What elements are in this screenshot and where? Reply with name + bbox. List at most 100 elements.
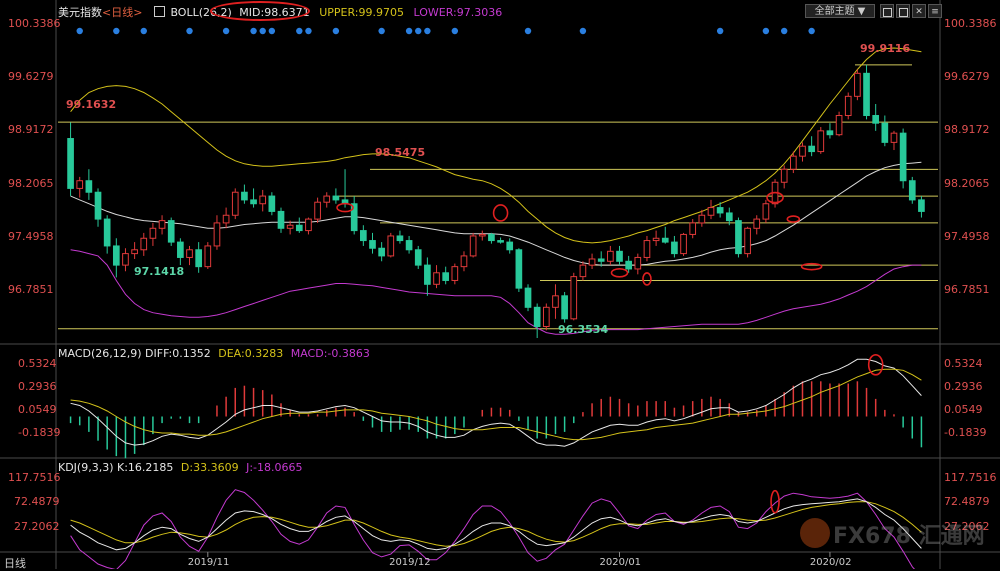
layout-button[interactable] xyxy=(880,4,894,18)
candle-body xyxy=(469,235,477,257)
signal-dot xyxy=(524,27,532,35)
close-icon: ✕ xyxy=(915,7,923,17)
annotation-level-2: 98.5475 xyxy=(375,146,425,159)
candle-body xyxy=(259,195,267,205)
candle-body xyxy=(241,191,248,201)
candle-body xyxy=(844,95,852,117)
expand-button[interactable] xyxy=(896,4,910,18)
candle-body xyxy=(716,207,724,214)
macd-dea-line xyxy=(70,368,922,441)
candle-body xyxy=(277,210,285,229)
indicator-toggle-icon[interactable] xyxy=(153,6,165,17)
candle-body xyxy=(881,122,889,143)
signal-dot xyxy=(451,27,459,35)
x-tick-label: 2019/12 xyxy=(389,557,431,568)
macd-tick: 0.0549 xyxy=(18,403,57,416)
boll-lower: LOWER:97.3036 xyxy=(413,6,503,19)
macd-label: MACD(26,12,9) xyxy=(58,347,142,360)
annotation-low-nov: 97.1418 xyxy=(134,265,184,278)
annotation-low-jan: 96.3534 xyxy=(558,323,608,336)
x-tick-label: 2020/01 xyxy=(600,557,642,568)
highlight-circle xyxy=(492,204,509,222)
candle-body xyxy=(369,240,376,249)
candle-body xyxy=(122,253,129,266)
highlight-circle xyxy=(766,191,784,204)
period-start-label[interactable]: 日线 xyxy=(4,557,26,570)
candle-body xyxy=(689,222,697,235)
candle-body xyxy=(314,201,321,220)
menu-button[interactable]: ≡ xyxy=(928,4,942,18)
candle-body xyxy=(890,132,898,143)
candle-body xyxy=(680,233,687,255)
macd-value: MACD:-0.3863 xyxy=(290,347,370,360)
macd-tick: -0.1839 xyxy=(944,426,986,439)
candle-body xyxy=(899,132,907,182)
mid-highlight-circle xyxy=(210,1,310,21)
candle-body xyxy=(908,180,916,201)
candle-body xyxy=(140,237,148,251)
candle-body xyxy=(387,235,395,257)
price-tick: 97.4958 xyxy=(944,230,990,243)
signal-dot xyxy=(259,27,266,35)
candle-body xyxy=(131,249,138,255)
candle-body xyxy=(378,247,385,257)
candle-body xyxy=(442,272,450,281)
highlight-circle xyxy=(786,215,801,223)
signal-dot xyxy=(222,27,230,35)
signal-dot xyxy=(140,27,147,35)
candle-body xyxy=(643,240,651,258)
candle-body xyxy=(250,199,257,205)
kdj-tick: 72.4879 xyxy=(14,495,60,508)
signal-dot xyxy=(415,27,422,35)
candle-body xyxy=(634,256,642,270)
price-tick: 100.3386 xyxy=(8,17,61,30)
candle-body xyxy=(506,241,514,251)
kdj-k: K:16.2185 xyxy=(117,461,174,474)
kdj-k-line xyxy=(70,498,922,551)
macd-pane xyxy=(69,353,923,459)
candle-body xyxy=(515,249,523,289)
x-tick-label: 2020/02 xyxy=(810,557,852,568)
signal-dot xyxy=(762,27,770,35)
close-button[interactable]: ✕ xyxy=(912,4,926,18)
kdj-tick: 72.4879 xyxy=(944,495,990,508)
signal-dot xyxy=(378,27,385,35)
candle-body xyxy=(76,180,84,189)
candle-body xyxy=(854,72,861,97)
theme-selector[interactable]: 全部主题 ▼ xyxy=(805,4,875,18)
bollinger-bands xyxy=(70,47,922,335)
candle-body xyxy=(762,203,770,220)
candle-body xyxy=(570,276,578,320)
signal-dot xyxy=(305,27,312,35)
candle-body xyxy=(533,306,541,327)
price-tick: 100.3386 xyxy=(944,17,997,30)
boll-upper: UPPER:99.9705 xyxy=(319,6,404,19)
x-axis: 2019/11 2019/12 2020/01 2020/02 xyxy=(188,552,852,568)
candle-body xyxy=(478,233,486,237)
kdj-header: KDJ(9,3,3) K:16.2185 D:33.3609 J:-18.066… xyxy=(58,461,303,474)
macd-tick: 0.2936 xyxy=(944,380,983,393)
signal-dot xyxy=(424,27,431,35)
candle-body xyxy=(744,227,751,255)
candle-body xyxy=(552,295,559,308)
candle-body xyxy=(85,180,93,193)
macd-diff-line xyxy=(70,358,922,447)
candle-body xyxy=(808,145,815,153)
candle-body xyxy=(918,199,925,212)
candle-body xyxy=(433,272,440,285)
signal-dot xyxy=(296,27,303,35)
signal-dot xyxy=(808,27,815,35)
price-axis-left: 100.3386 99.6279 98.9172 98.2065 97.4958… xyxy=(8,17,61,296)
candle-body xyxy=(497,240,504,243)
candle-body xyxy=(597,258,605,262)
watermark-logo xyxy=(800,518,830,548)
candle-body xyxy=(204,245,212,268)
annotation-high: 99.9116 xyxy=(860,42,910,55)
candle-body xyxy=(195,249,202,268)
candle-body xyxy=(799,145,806,157)
candle-body xyxy=(652,237,660,242)
period-label[interactable]: <日线> xyxy=(102,6,143,19)
price-tick: 99.6279 xyxy=(8,70,54,83)
price-tick: 99.6279 xyxy=(944,70,990,83)
candle-body xyxy=(213,222,221,247)
